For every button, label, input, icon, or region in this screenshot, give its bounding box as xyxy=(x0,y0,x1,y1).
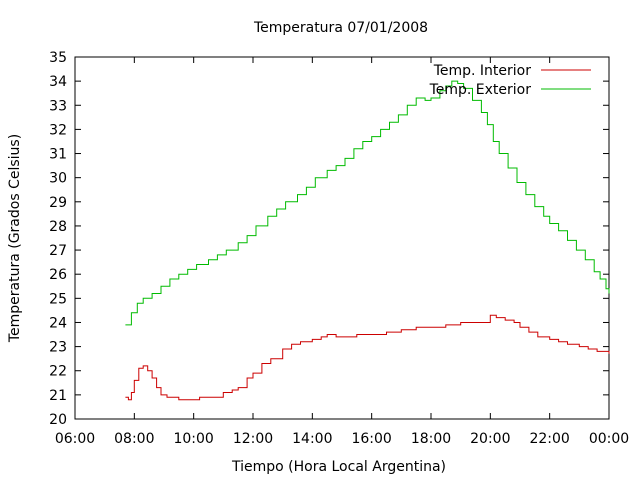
legend-label-interior: Temp. Interior xyxy=(433,63,532,79)
y-axis-label: Temperatura (Grados Celsius) xyxy=(7,134,23,343)
y-tick-label: 29 xyxy=(49,195,67,211)
y-tick-label: 32 xyxy=(49,122,67,138)
x-tick-label: 22:00 xyxy=(529,431,569,447)
plot-frame xyxy=(74,56,610,420)
chart-title: Temperatura 07/01/2008 xyxy=(253,20,428,36)
series-line-interior xyxy=(125,314,610,401)
y-tick-label: 24 xyxy=(49,315,67,331)
y-tick-label: 25 xyxy=(49,291,67,307)
y-tick-label: 35 xyxy=(49,50,67,66)
y-axis-ticks: 20 21 22 23 24 25 26 27 28 29 30 31 32 33 34 35 xyxy=(49,50,609,428)
x-tick-label: 08:00 xyxy=(114,431,154,447)
legend-label-exterior: Temp. Exterior xyxy=(429,82,532,98)
legend: Temp. Interior Temp. Exterior xyxy=(429,63,591,98)
x-tick-label: 12:00 xyxy=(233,431,273,447)
x-tick-label: 16:00 xyxy=(351,431,391,447)
y-tick-label: 26 xyxy=(49,267,67,283)
x-axis-label: Tiempo (Hora Local Argentina) xyxy=(231,459,446,475)
y-tick-label: 30 xyxy=(49,171,67,187)
x-tick-label: 20:00 xyxy=(470,431,510,447)
y-tick-label: 23 xyxy=(49,340,67,356)
y-tick-label: 34 xyxy=(49,74,67,90)
series-line-exterior xyxy=(125,80,610,326)
y-tick-label: 22 xyxy=(49,364,67,380)
y-tick-label: 27 xyxy=(49,243,67,259)
y-tick-label: 31 xyxy=(49,147,67,163)
x-axis-ticks: 06:00 08:00 10:00 12:00 14:00 16:00 18:00 20:00… xyxy=(55,57,629,447)
x-tick-label: 14:00 xyxy=(292,431,332,447)
x-tick-label: 00:00 xyxy=(589,431,629,447)
series-lines xyxy=(125,80,610,401)
y-tick-label: 21 xyxy=(49,388,67,404)
y-tick-label: 28 xyxy=(49,219,67,235)
x-tick-label: 10:00 xyxy=(173,431,213,447)
x-tick-label: 06:00 xyxy=(55,431,95,447)
y-tick-label: 33 xyxy=(49,98,67,114)
x-tick-label: 18:00 xyxy=(411,431,451,447)
y-tick-label: 20 xyxy=(49,412,67,428)
